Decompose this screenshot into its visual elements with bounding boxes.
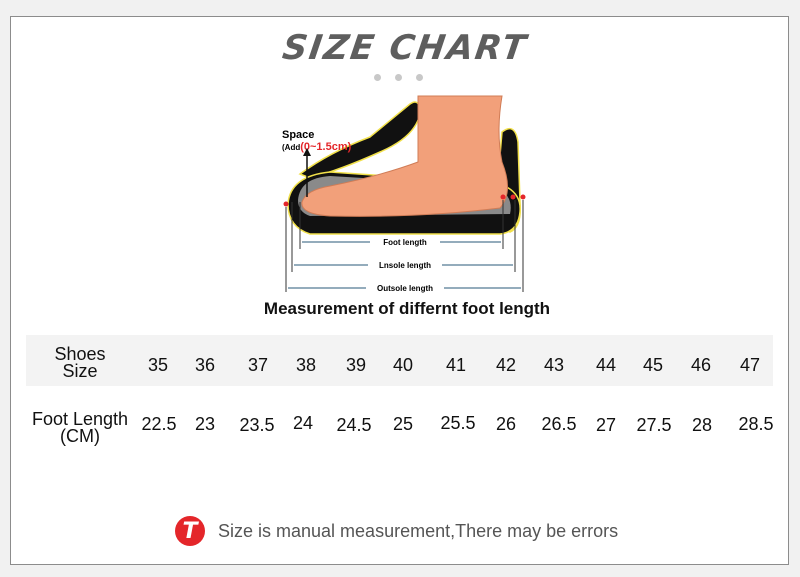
size-cell: 37 — [247, 355, 269, 375]
measurement-note: T Size is manual measurement,There may b… — [175, 516, 618, 546]
insole-length-label: Lnsole length — [379, 261, 431, 270]
foot-length-cell: 24.5 — [336, 415, 372, 435]
foot-length-cell: 26 — [495, 414, 517, 434]
size-cell: 44 — [595, 355, 617, 375]
page-title: SIZE CHART — [279, 28, 531, 68]
size-cell: 39 — [345, 355, 367, 375]
size-cell: 47 — [739, 355, 761, 375]
foot-length-cell: 28.5 — [738, 414, 774, 434]
size-cell: 46 — [690, 355, 712, 375]
size-cell: 45 — [642, 355, 664, 375]
label-line: Foot Length — [31, 409, 129, 429]
size-cell: 43 — [543, 355, 565, 375]
size-cell: 40 — [392, 355, 414, 375]
size-cell: 41 — [445, 355, 467, 375]
svg-text:(Add(0~1.5cm): (Add(0~1.5cm) — [282, 141, 352, 153]
foot-length-cell: 25.5 — [440, 413, 476, 433]
foot — [301, 95, 508, 217]
size-cell: 42 — [495, 355, 517, 375]
foot-length-cell: 27.5 — [636, 415, 672, 435]
shoe-size-label: Shoes Size — [25, 344, 135, 381]
foot-length-cell: 24 — [292, 413, 314, 433]
foot-length-cell: 27 — [595, 415, 617, 435]
shoe-upper-front — [298, 101, 421, 179]
foot-length-cell: 22.5 — [141, 414, 177, 434]
t-logo-icon: T — [175, 516, 205, 546]
foot-length-label: Foot length — [383, 238, 427, 247]
foot-measurement-illustration: Space (Add(0~1.5cm) Foot length Lnsole l… — [282, 95, 526, 293]
outsole-length-label: Outsole length — [377, 284, 433, 293]
space-add-value: (0~1.5cm) — [300, 141, 351, 153]
label-line: Size — [62, 361, 98, 381]
foot-length-cell: 25 — [392, 414, 414, 434]
label-line: Shoes — [54, 344, 106, 364]
foot-length-row-label: Foot Length (CM) — [25, 409, 135, 446]
size-row-background — [26, 335, 773, 386]
space-label: Space — [282, 129, 314, 141]
foot-length-cell: 28 — [691, 415, 713, 435]
foot-length-cell: 23.5 — [239, 415, 275, 435]
label-line: (CM) — [60, 426, 100, 446]
note-text: Size is manual measurement,There may be … — [218, 520, 619, 541]
size-cell: 36 — [194, 355, 216, 375]
size-cell: 35 — [147, 355, 169, 375]
decorative-dots — [374, 74, 423, 81]
foot-length-cell: 23 — [194, 414, 216, 434]
foot-length-cell: 26.5 — [541, 414, 577, 434]
illustration-caption: Measurement of differnt foot length — [263, 299, 551, 318]
size-cell: 38 — [295, 355, 317, 375]
space-add-prefix: (Add — [282, 143, 300, 152]
